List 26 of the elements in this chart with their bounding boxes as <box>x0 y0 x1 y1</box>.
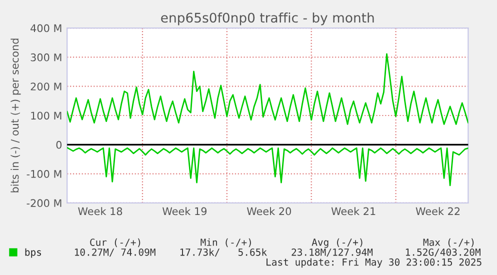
text: 1.52G/403.20M <box>406 248 480 257</box>
y-tick-label: -100 M <box>26 170 62 178</box>
x-tick-label: Week 19 <box>162 207 207 216</box>
y-tick-label: -200 M <box>26 199 62 208</box>
y-tick-label: 400 M <box>30 24 62 32</box>
text: Max (-/+) <box>423 238 474 248</box>
text: 23.18M/127.94M <box>292 248 373 257</box>
line-series <box>67 53 468 125</box>
text: Min (-/+) <box>200 238 251 248</box>
x-tick-label: Week 22 <box>416 207 460 216</box>
line-series <box>67 146 468 186</box>
x-tick-label: Week 20 <box>246 207 291 216</box>
y-tick-label: 100 M <box>31 112 62 120</box>
y-tick-label: 300 M <box>30 53 62 62</box>
chart-title: enp65s0f0np0 traffic - by month <box>161 12 374 26</box>
legend-label: bps <box>25 248 42 258</box>
text: Avg (-/+) <box>312 238 362 248</box>
text: Cur (-/+) <box>90 238 140 248</box>
y-tick-label: 0 <box>56 140 62 149</box>
y-tick-label: 200 M <box>30 82 62 90</box>
text: Last update: Fri May 30 23:00:15 2025 <box>266 258 482 268</box>
text: 10.27M/ 74.09M <box>75 248 156 257</box>
y-axis-title: bits in (-) / out (+) per second <box>10 38 21 192</box>
x-tick-label: Week 21 <box>331 207 376 216</box>
text: 17.73k/ 5.65k <box>180 248 267 257</box>
x-tick-label: Week 18 <box>78 207 122 216</box>
